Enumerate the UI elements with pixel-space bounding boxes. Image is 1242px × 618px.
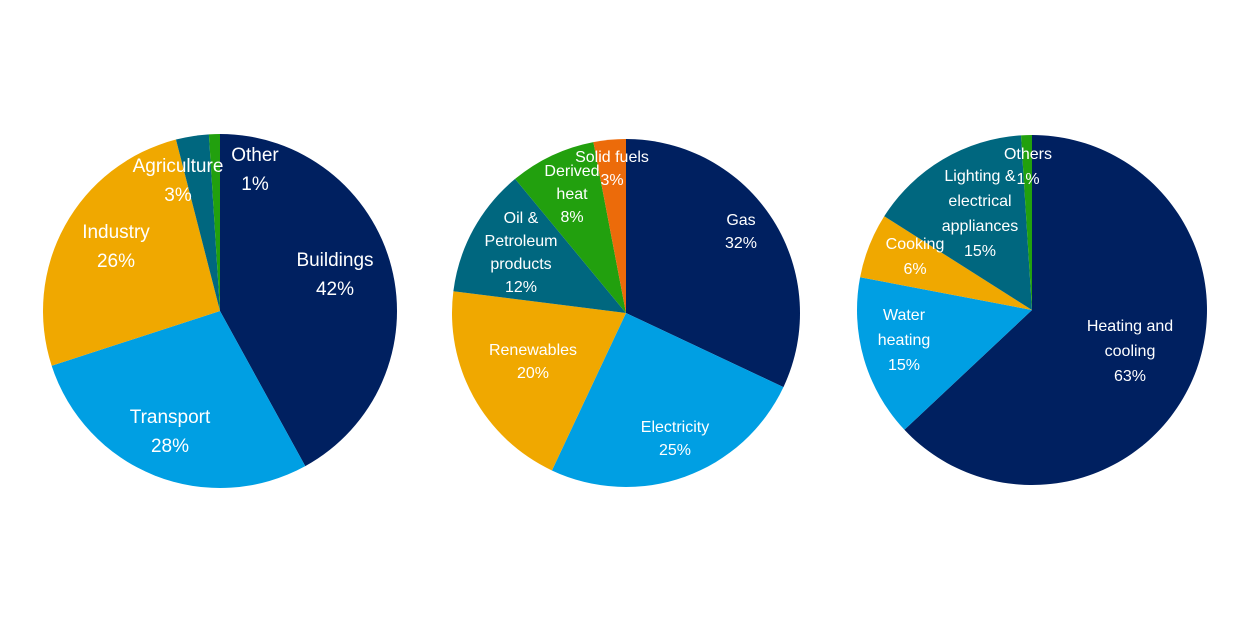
slice-label-heating-and-cooling: Heating and cooling 63% (1087, 318, 1173, 385)
pie-chart-1: Buildings 42% Transport 28% Industry 26% Agric… (42, 134, 398, 489)
pie-slice-solid-fuels (593, 139, 626, 313)
pie-slice-buildings (220, 134, 398, 467)
pie-slice-derived-heat (515, 142, 626, 313)
slice-label-others: Others 1% (1004, 146, 1052, 188)
pie-slice-others (1021, 135, 1032, 310)
pie-slice-agriculture (175, 134, 220, 311)
slice-label-buildings: Buildings 42% (296, 250, 373, 300)
slice-label-industry: Industry 26% (82, 222, 150, 272)
slice-label-gas: Gas 32% (725, 212, 757, 252)
pie-slice-renewables (451, 291, 626, 471)
pie-slice-oil-and-petroleum-products (453, 178, 626, 313)
pie-slice-water-heating (856, 277, 1032, 430)
pie-chart-3: Heating and cooling 63% Water heating 15% Cook… (856, 135, 1207, 486)
slice-label-cooking: Cooking 6% (886, 236, 945, 278)
slice-label-other: Other 1% (231, 145, 279, 195)
slice-label-lighting-and-electrical-appliances: Lighting & electrical appliances 15% (942, 168, 1019, 260)
slice-label-water-heating: Water heating 15% (878, 307, 931, 374)
pie-slice-transport (51, 311, 306, 489)
slice-label-agriculture: Agriculture 3% (133, 156, 224, 206)
pie-slice-other (208, 134, 220, 311)
pie-slice-electricity (551, 313, 784, 488)
pie-chart-2: Gas 32% Electricity 25% Renewables 20% Oil & Pe… (451, 139, 801, 488)
slice-label-transport: Transport 28% (130, 407, 211, 457)
slice-label-solid-fuels: Solid fuels 3% (575, 149, 649, 189)
pie-slice-cooking (860, 216, 1032, 310)
pie-slice-industry (42, 139, 220, 366)
pie-slice-heating-and-cooling (904, 135, 1207, 486)
slice-label-renewables: Renewables 20% (489, 342, 577, 382)
pie-slice-lighting-and-electrical-appliances (884, 135, 1032, 310)
slice-label-oil-and-petroleum-products: Oil & Petroleum products 12% (485, 210, 558, 296)
slice-label-derived-heat: Derived heat 8% (544, 163, 599, 226)
pie-slice-gas (626, 139, 801, 388)
slice-label-electricity: Electricity 25% (641, 419, 709, 459)
